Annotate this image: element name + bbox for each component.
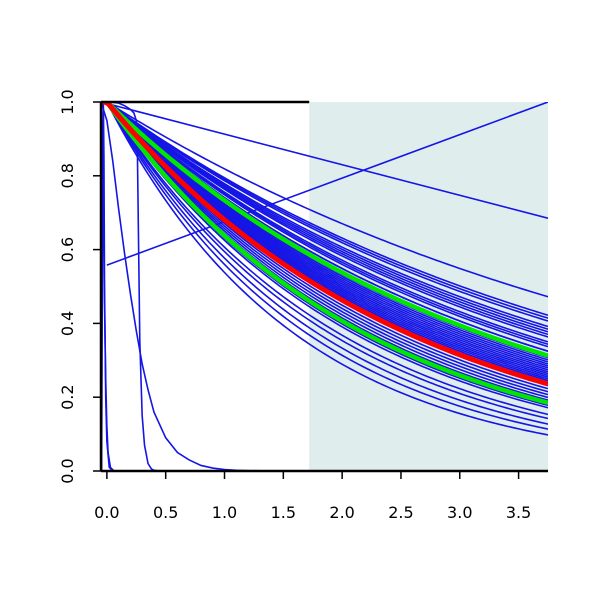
x-tick-label-6: 3.0 xyxy=(447,503,472,522)
highlight-curve xyxy=(101,102,548,387)
ensemble-curve-11 xyxy=(101,102,548,348)
ensemble-curve-40 xyxy=(101,102,548,425)
ensemble-curve-31 xyxy=(101,102,548,393)
band-curve-1 xyxy=(101,102,548,405)
ensemble-curve-32 xyxy=(101,102,548,396)
y-tick-label-2: 0.4 xyxy=(58,311,77,336)
ensemble-curve-3 xyxy=(101,102,548,322)
y-tick-label-4: 0.8 xyxy=(58,163,77,188)
curves-layer xyxy=(101,102,548,471)
ensemble-curve-0 xyxy=(101,102,548,298)
ensemble-curve-39 xyxy=(101,102,548,420)
ensemble-line-0 xyxy=(101,102,548,220)
ensemble-curve-38 xyxy=(101,102,548,416)
y-tick-label-0: 0.0 xyxy=(58,458,77,483)
ensemble-curve-42 xyxy=(101,102,548,436)
axes-layer: 0.0 0.5 1.0 1.5 2.0 2.5 3.0 3.5 0.0 0.2 0.4 0.6 0.8 1… xyxy=(58,89,548,522)
x-tick-label-0: 0.0 xyxy=(94,503,119,522)
y-tick-label-1: 0.2 xyxy=(58,384,77,409)
y-tick-label-5: 1.0 xyxy=(58,89,77,114)
x-tick-label-2: 1.0 xyxy=(212,503,237,522)
ensemble-curve-41 xyxy=(101,102,548,430)
x-tick-label-5: 2.5 xyxy=(388,503,413,522)
x-tick-label-7: 3.5 xyxy=(506,503,531,522)
ensemble-line-1 xyxy=(106,102,548,266)
band-curve-0 xyxy=(101,102,548,358)
x-tick-label-1: 0.5 xyxy=(153,503,178,522)
y-tick-label-3: 0.6 xyxy=(58,237,77,262)
x-tick-label-3: 1.5 xyxy=(271,503,296,522)
x-tick-label-4: 2.0 xyxy=(329,503,354,522)
ensemble-curve-8 xyxy=(101,102,548,338)
ensemble-steep-curve-3 xyxy=(101,102,548,471)
